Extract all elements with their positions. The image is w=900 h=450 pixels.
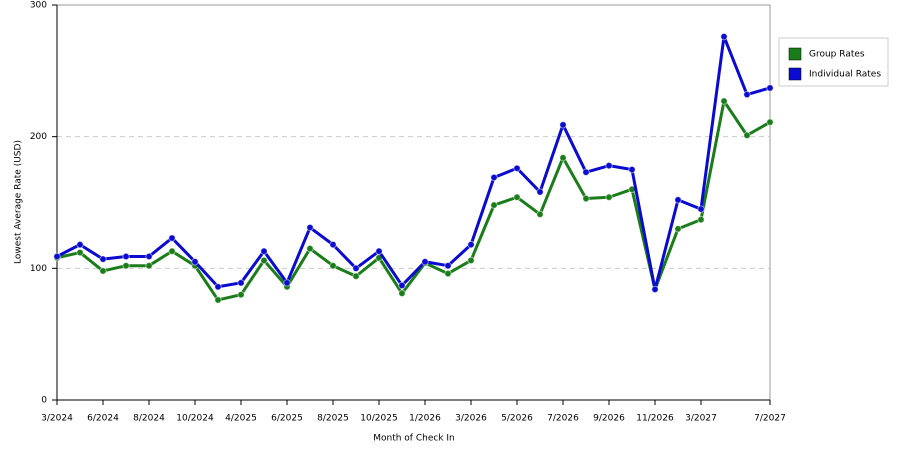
data-point: [99, 255, 107, 263]
data-point: [559, 154, 567, 162]
x-tick-label: 10/2025: [360, 414, 397, 424]
y-tick-label: 300: [30, 1, 47, 11]
x-tick-label: 7/2026: [547, 414, 579, 424]
x-tick-label: 6/2025: [271, 414, 303, 424]
data-point: [329, 262, 337, 270]
x-tick-label: 3/2027: [685, 414, 717, 424]
data-point: [674, 225, 682, 233]
data-point: [605, 161, 613, 170]
data-point: [743, 131, 751, 140]
data-point: [260, 247, 268, 255]
legend-label: Individual Rates: [809, 70, 881, 80]
data-point: [766, 84, 774, 92]
data-point: [260, 256, 268, 265]
data-point: [352, 264, 360, 273]
data-point: [168, 247, 176, 255]
x-tick-label: 3/2026: [455, 414, 487, 424]
data-point: [467, 256, 475, 265]
data-point: [536, 210, 544, 219]
legend-swatch: [788, 67, 802, 81]
data-point: [582, 168, 590, 176]
data-point: [214, 283, 222, 291]
data-point: [697, 215, 705, 224]
x-axis-label: Month of Check In: [373, 434, 455, 444]
x-tick-label: 10/2024: [176, 414, 214, 424]
data-point: [145, 252, 153, 261]
x-tick-label: 1/2026: [409, 414, 441, 424]
data-point: [398, 281, 406, 290]
data-point: [582, 194, 590, 203]
data-point: [398, 289, 406, 298]
data-point: [99, 267, 107, 275]
y-tick-label: 200: [30, 132, 47, 142]
legend-swatch: [788, 47, 802, 61]
data-point: [122, 252, 130, 261]
x-tick-label: 8/2025: [317, 414, 349, 424]
x-tick-label: 9/2026: [593, 414, 625, 424]
series-line: [56, 99, 771, 302]
data-point: [191, 258, 199, 266]
data-point: [674, 196, 682, 204]
x-tick-label: 6/2024: [87, 414, 119, 424]
plot-frame: [56, 4, 771, 401]
data-point: [122, 262, 130, 270]
data-point: [306, 244, 314, 253]
data-point: [605, 193, 613, 201]
x-tick-label: 3/2024: [41, 414, 73, 424]
data-point: [490, 173, 498, 182]
data-point: [352, 272, 360, 280]
data-point: [237, 279, 245, 287]
data-point: [628, 165, 636, 174]
data-point: [697, 205, 705, 213]
data-point: [743, 90, 751, 99]
data-point: [766, 118, 774, 126]
data-point: [513, 164, 521, 172]
data-point: [720, 32, 728, 41]
x-tick-label: 11/2026: [636, 414, 674, 424]
data-point: [329, 240, 337, 249]
y-axis-label: Lowest Average Rate (USD): [14, 140, 24, 264]
data-point: [720, 97, 728, 105]
y-tick-label: 100: [30, 264, 47, 274]
data-point: [513, 193, 521, 201]
y-tick-label: 0: [41, 396, 47, 406]
x-tick-label: 4/2025: [225, 414, 257, 424]
data-point: [421, 258, 429, 266]
data-point: [444, 262, 452, 270]
data-point: [651, 285, 659, 294]
data-point: [214, 296, 222, 304]
data-point: [306, 223, 314, 232]
data-point: [237, 290, 245, 299]
data-point: [559, 121, 567, 129]
data-point: [145, 262, 153, 270]
x-tick-label: 7/2027: [754, 414, 786, 424]
data-point: [467, 240, 475, 249]
data-point: [76, 240, 84, 249]
data-point: [76, 248, 84, 257]
data-point: [53, 252, 61, 261]
series-line: [56, 35, 771, 291]
x-tick-label: 8/2024: [133, 414, 165, 424]
x-tick-label: 5/2026: [501, 414, 533, 424]
legend-label: Group Rates: [809, 50, 865, 60]
data-point: [536, 188, 544, 196]
data-point: [168, 234, 176, 242]
data-point: [375, 247, 383, 255]
data-point: [490, 201, 498, 209]
data-point: [444, 269, 452, 278]
data-point: [283, 279, 291, 287]
